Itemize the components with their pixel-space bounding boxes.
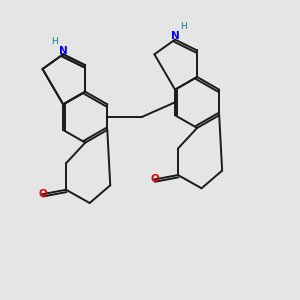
Text: N: N [171,31,179,41]
Text: O: O [38,189,47,199]
Text: N: N [59,46,68,56]
Text: H: H [181,22,187,31]
Text: H: H [51,37,58,46]
Text: O: O [150,174,159,184]
